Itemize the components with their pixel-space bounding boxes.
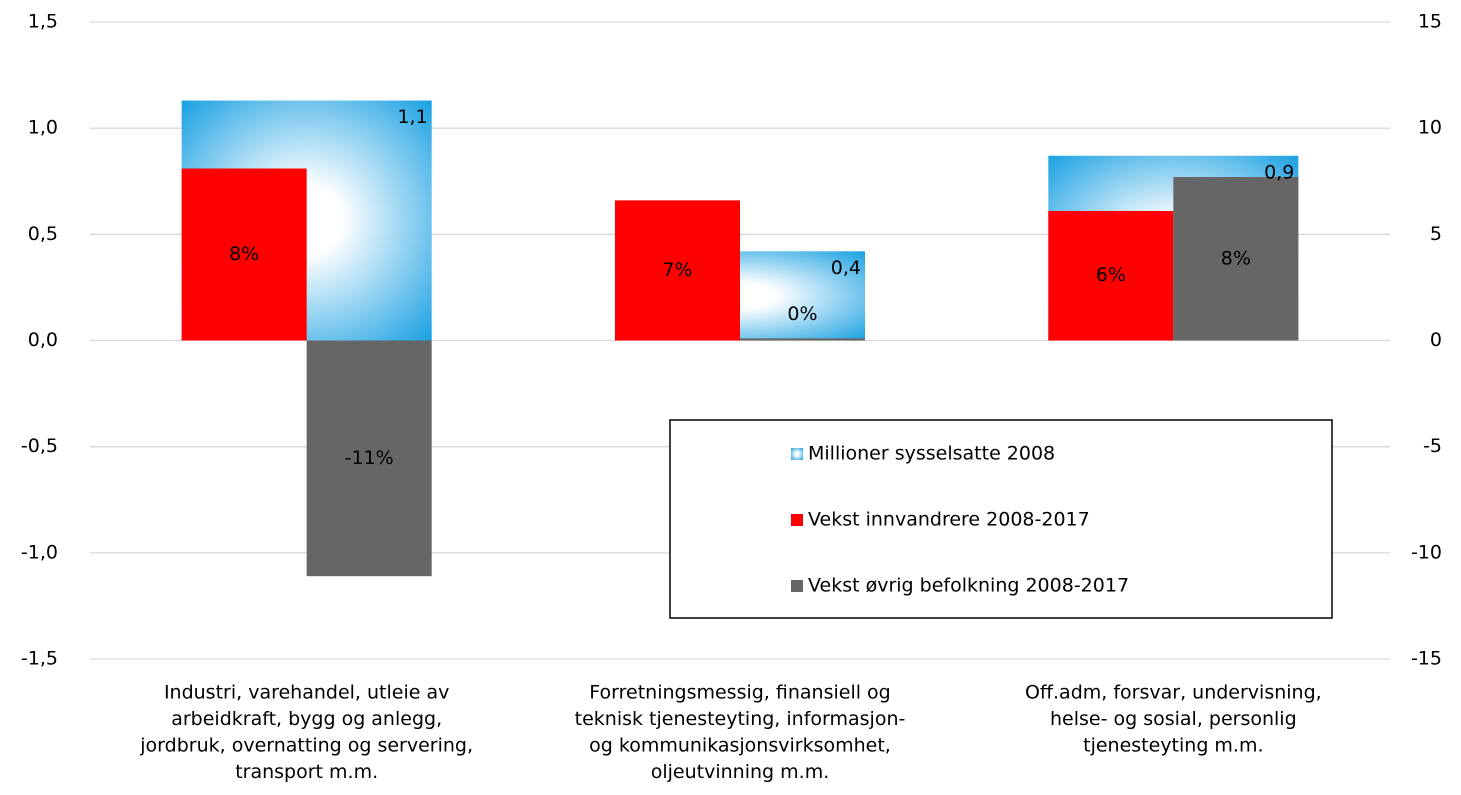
y-tick-label: 1,0 bbox=[28, 117, 58, 139]
bar bbox=[181, 168, 307, 341]
y2-tick-label: -10 bbox=[1411, 541, 1442, 563]
legend-label: Vekst øvrig befolkning 2008-2017 bbox=[808, 575, 1129, 597]
x-tick-label: og kommunikasjonsvirksomhet, bbox=[589, 735, 891, 757]
bar bbox=[1173, 177, 1299, 341]
x-tick-label: Forretningsmessig, finansiell og bbox=[589, 682, 890, 704]
y-tick-label: 0,5 bbox=[28, 223, 58, 245]
x-tick-label: tjenesteyting m.m. bbox=[1083, 735, 1263, 757]
y-tick-label: -1,0 bbox=[21, 541, 58, 563]
y-tick-label: 0,0 bbox=[28, 329, 58, 351]
value-label: 7% bbox=[662, 259, 692, 281]
x-tick-label: Industri, varehandel, utleie av bbox=[164, 682, 449, 704]
y2-tick-label: 5 bbox=[1430, 223, 1442, 245]
y2-tick-label: -15 bbox=[1411, 648, 1442, 670]
value-label: 8% bbox=[1221, 247, 1251, 269]
y2-tick-label: 0 bbox=[1430, 329, 1442, 351]
value-label: 0% bbox=[787, 303, 817, 325]
value-label: 0,9 bbox=[1264, 161, 1294, 183]
legend-label: Vekst innvandrere 2008-2017 bbox=[808, 509, 1090, 531]
legend-swatch bbox=[791, 514, 803, 526]
bar bbox=[740, 338, 866, 341]
bar bbox=[1048, 210, 1174, 341]
value-label: 8% bbox=[229, 243, 259, 265]
bar bbox=[614, 200, 740, 341]
legend-label: Millioner sysselsatte 2008 bbox=[808, 443, 1055, 465]
x-tick-label: transport m.m. bbox=[235, 761, 378, 783]
value-label: 1,1 bbox=[397, 106, 427, 128]
x-tick-label: oljeutvinning m.m. bbox=[651, 761, 830, 783]
y-tick-label: -0,5 bbox=[21, 435, 58, 457]
y2-tick-label: -5 bbox=[1423, 435, 1442, 457]
value-label: -11% bbox=[345, 447, 394, 469]
y2-tick-label: 15 bbox=[1418, 11, 1442, 33]
x-tick-label: arbeidkraft, bygg og anlegg, bbox=[171, 708, 442, 730]
x-tick-label: Off.adm, forsvar, undervisning, bbox=[1025, 682, 1322, 704]
value-label: 6% bbox=[1096, 264, 1126, 286]
legend-swatch bbox=[791, 580, 803, 592]
y-tick-label: -1,5 bbox=[21, 648, 58, 670]
value-label: 0,4 bbox=[831, 257, 861, 279]
bar bbox=[306, 340, 432, 577]
x-tick-label: helse- og sosial, personlig bbox=[1050, 708, 1297, 730]
x-tick-label: jordbruk, overnatting og servering, bbox=[139, 735, 473, 757]
y-tick-label: 1,5 bbox=[28, 11, 58, 33]
x-tick-label: teknisk tjenesteyting, informasjon- bbox=[575, 708, 906, 730]
legend-box bbox=[669, 419, 1333, 619]
legend-swatch bbox=[791, 448, 803, 460]
y2-tick-label: 10 bbox=[1418, 117, 1442, 139]
